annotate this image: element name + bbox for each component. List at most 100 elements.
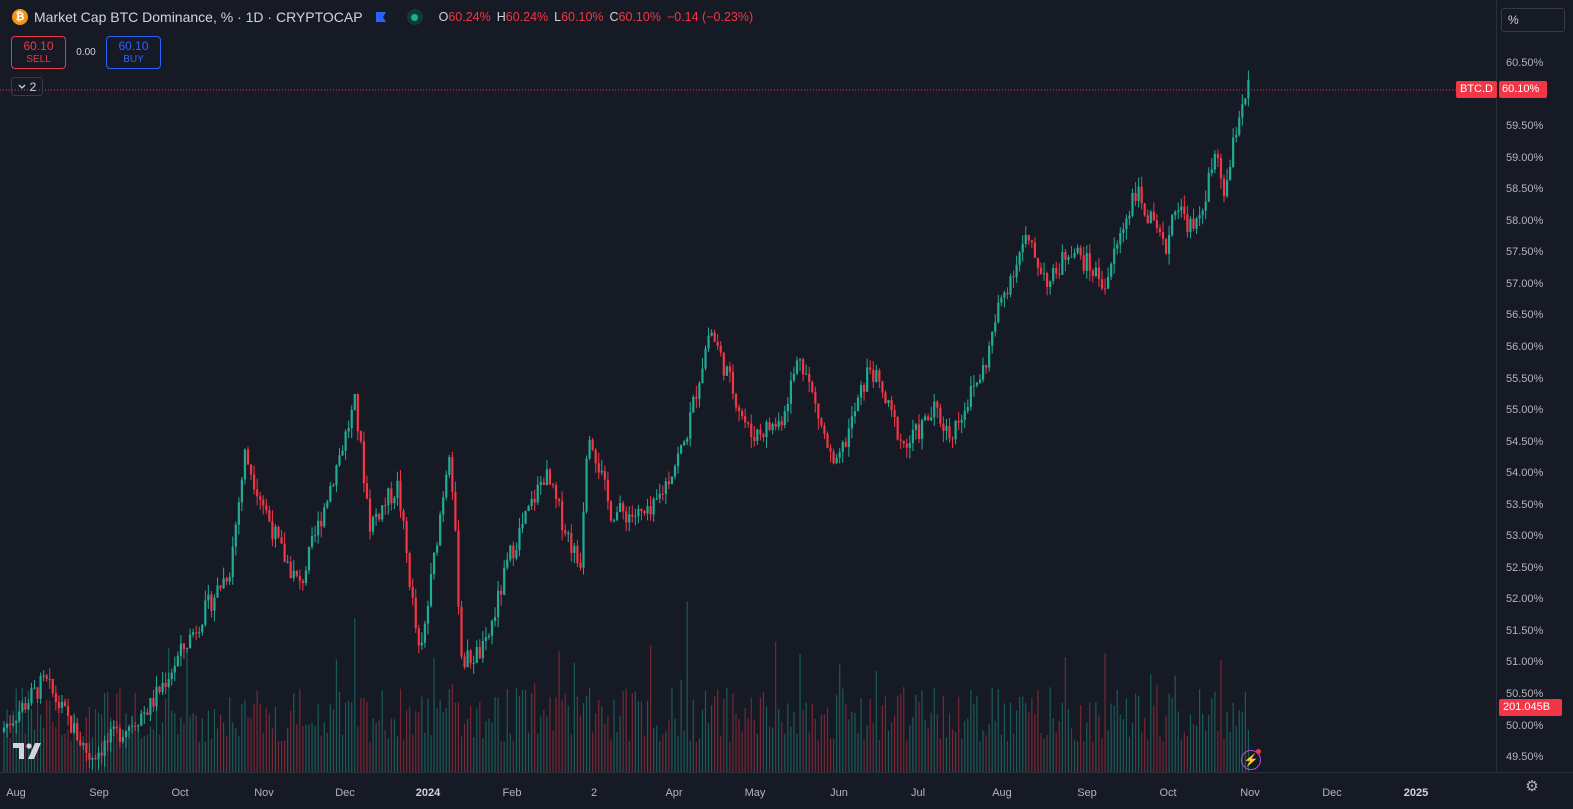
candle-body (905, 443, 908, 448)
sell-button[interactable]: 60.10 SELL (11, 36, 66, 69)
candle-body (698, 383, 701, 399)
volume-bar (287, 728, 289, 772)
tradingview-logo-icon[interactable] (13, 743, 45, 759)
volume-bar (939, 738, 941, 772)
volume-bar (625, 688, 627, 772)
candle-body (619, 503, 622, 513)
volume-bar (21, 687, 23, 772)
candle-body (21, 703, 24, 712)
gear-icon[interactable]: ⚙ (1525, 778, 1539, 795)
candle-body (1164, 238, 1168, 254)
indicators-toggle-button[interactable]: 2 (11, 77, 43, 96)
volume-bar (930, 712, 932, 772)
volume-bar (470, 705, 472, 772)
volume-bar (210, 738, 212, 772)
candle-body (179, 643, 182, 656)
candle-body (503, 567, 506, 595)
volume-bar (491, 722, 493, 772)
time-axis[interactable] (0, 772, 1497, 809)
volume-bar (994, 720, 996, 772)
candle-body (985, 365, 988, 368)
volume-bar (305, 724, 307, 772)
volume-bar (784, 733, 786, 772)
volume-tag: 201.045B (1499, 699, 1562, 716)
volume-bar (589, 687, 591, 772)
volume-bar (430, 735, 432, 772)
candle-body (1204, 201, 1207, 211)
candle-body (454, 491, 457, 531)
candle-body (234, 524, 237, 547)
volume-bar (656, 725, 658, 772)
price-axis-label: 58.50% (1506, 183, 1544, 196)
candle-body (436, 545, 439, 553)
volume-bar (1205, 730, 1207, 772)
time-axis-label: 2025 (1403, 787, 1429, 799)
flag-icon[interactable] (375, 11, 387, 23)
volume-bar (579, 715, 582, 772)
candle-body (323, 507, 326, 527)
candle-body (1247, 80, 1250, 99)
candle-body (134, 725, 137, 727)
candle-body (972, 385, 975, 387)
candle-body (1091, 270, 1094, 276)
candle-body (710, 332, 713, 336)
volume-bar (375, 722, 377, 772)
volume-bar (390, 718, 392, 772)
candle-body (405, 520, 408, 554)
price-chart[interactable] (0, 0, 1497, 772)
candle-body (722, 352, 725, 376)
volume-bar (1055, 732, 1057, 772)
candle-body (545, 469, 548, 486)
market-status-icon[interactable] (406, 9, 423, 25)
volume-bar (9, 737, 11, 772)
candle-body (350, 409, 353, 429)
candle-body (1180, 206, 1183, 211)
time-axis-label: Sep (89, 787, 109, 799)
volume-bar (137, 728, 139, 772)
candle-body (603, 470, 606, 480)
volume-bar (732, 693, 734, 772)
price-axis[interactable] (1497, 0, 1573, 772)
volume-bar (107, 691, 109, 772)
volume-bar (424, 732, 426, 772)
candle-body (591, 439, 594, 451)
candle-body (960, 419, 963, 423)
volume-bar (689, 740, 691, 772)
candle-body (551, 484, 555, 486)
candle-body (1100, 279, 1104, 289)
candle-body (1046, 273, 1049, 287)
volume-bar (967, 718, 969, 772)
candle-body (414, 597, 417, 629)
volume-bar (985, 735, 987, 772)
volume-bar (1116, 689, 1118, 772)
volume-bar (646, 700, 649, 772)
volume-bar (439, 699, 441, 772)
volume-bar (884, 696, 887, 772)
candle-body (292, 570, 295, 579)
lightning-icon[interactable]: ⚡ (1241, 750, 1261, 770)
volume-bar (601, 706, 603, 772)
time-axis-label: Aug (992, 787, 1012, 799)
volume-bar (653, 727, 655, 772)
symbol-title[interactable]: Market Cap BTC Dominance, % · 1D · CRYPT… (34, 9, 363, 25)
volume-bar (1000, 734, 1002, 772)
volume-bar (207, 710, 209, 772)
volume-bar (436, 707, 438, 772)
candle-body (512, 545, 515, 559)
candle-body (759, 429, 762, 435)
chart-pane[interactable] (0, 0, 1497, 772)
candle-body (106, 740, 109, 743)
volume-bar (223, 722, 225, 772)
volume-bar (717, 689, 719, 772)
candle-body (344, 431, 347, 451)
time-axis-label: Oct (171, 787, 189, 799)
buy-button[interactable]: 60.10 BUY (106, 36, 161, 69)
volume-bar (451, 683, 453, 772)
volume-bar (582, 703, 585, 772)
candle-body (576, 546, 579, 563)
volume-bar (467, 719, 469, 772)
scale-mode-button[interactable]: % (1501, 8, 1565, 32)
candle-body (564, 530, 567, 534)
candle-body (1232, 137, 1235, 168)
candle-body (253, 474, 256, 490)
